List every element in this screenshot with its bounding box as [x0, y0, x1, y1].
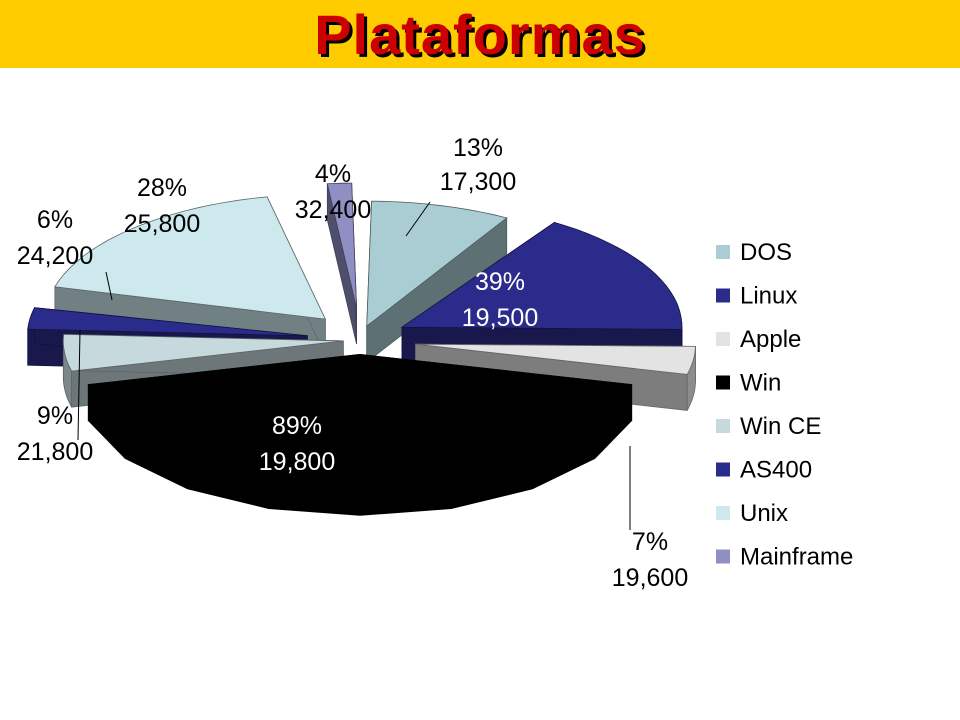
pie-slice-win	[87, 353, 633, 516]
data-label-value-win-ce: 21,800	[17, 438, 93, 466]
leader-line-as400	[105, 271, 113, 301]
legend-swatch-win	[716, 375, 730, 390]
legend-swatch-unix	[716, 506, 730, 520]
data-label-percent-unix: 28%	[137, 174, 187, 202]
data-label-value-mainframe: 32,400	[295, 196, 371, 224]
data-label-percent-win: 89%	[272, 412, 322, 440]
data-label-percent-win-ce: 9%	[37, 402, 73, 430]
legend-label-win-ce: Win CE	[740, 413, 821, 440]
leader-line-dos	[405, 201, 431, 237]
legend-swatch-win-ce	[716, 419, 730, 433]
legend-label-apple: Apple	[740, 326, 801, 353]
legend-item-apple: Apple	[716, 326, 801, 353]
legend-label-linux: Linux	[740, 283, 797, 310]
pie-slice-mainframe	[326, 182, 357, 345]
data-label-value-apple: 19,600	[612, 564, 688, 592]
data-label-percent-mainframe: 4%	[315, 160, 351, 188]
legend-label-mainframe: Mainframe	[740, 544, 853, 571]
data-label-value-win: 19,800	[259, 448, 335, 476]
pie-chart: 13% 17,300 39% 19,500 7% 19,600 89% 19,800 9% 21,…	[17, 134, 854, 592]
legend-item-win-ce: Win CE	[716, 413, 821, 440]
data-label-percent-dos: 13%	[453, 134, 503, 162]
legend-item-mainframe: Mainframe	[716, 544, 853, 571]
legend-item-win: Win	[716, 370, 781, 397]
legend-label-unix: Unix	[740, 500, 788, 527]
data-label-value-unix: 25,800	[124, 210, 200, 238]
title-bar	[0, 0, 960, 68]
data-label-value-dos: 17,300	[440, 168, 516, 196]
legend-label-win: Win	[740, 370, 781, 397]
data-label-value-linux: 19,500	[462, 304, 538, 332]
legend-swatch-as400	[716, 462, 730, 477]
legend-swatch-apple	[716, 332, 730, 346]
legend-item-linux: Linux	[716, 283, 797, 310]
page-title: Plataformas	[314, 3, 646, 66]
legend-label-dos: DOS	[740, 239, 792, 266]
pie-slice-dos	[366, 200, 508, 363]
legend-swatch-dos	[716, 245, 730, 259]
data-label-percent-apple: 7%	[632, 528, 668, 556]
data-label-value-as400: 24,200	[17, 242, 93, 270]
legend-item-unix: Unix	[716, 500, 788, 527]
legend-item-as400: AS400	[716, 457, 812, 484]
legend-swatch-linux	[716, 288, 730, 303]
data-label-percent-as400: 6%	[37, 206, 73, 234]
legend-swatch-mainframe	[716, 549, 730, 564]
leader-line-win-ce	[77, 329, 81, 441]
legend-item-dos: DOS	[716, 239, 792, 266]
legend-label-as400: AS400	[740, 457, 812, 484]
data-label-percent-linux: 39%	[475, 268, 525, 296]
